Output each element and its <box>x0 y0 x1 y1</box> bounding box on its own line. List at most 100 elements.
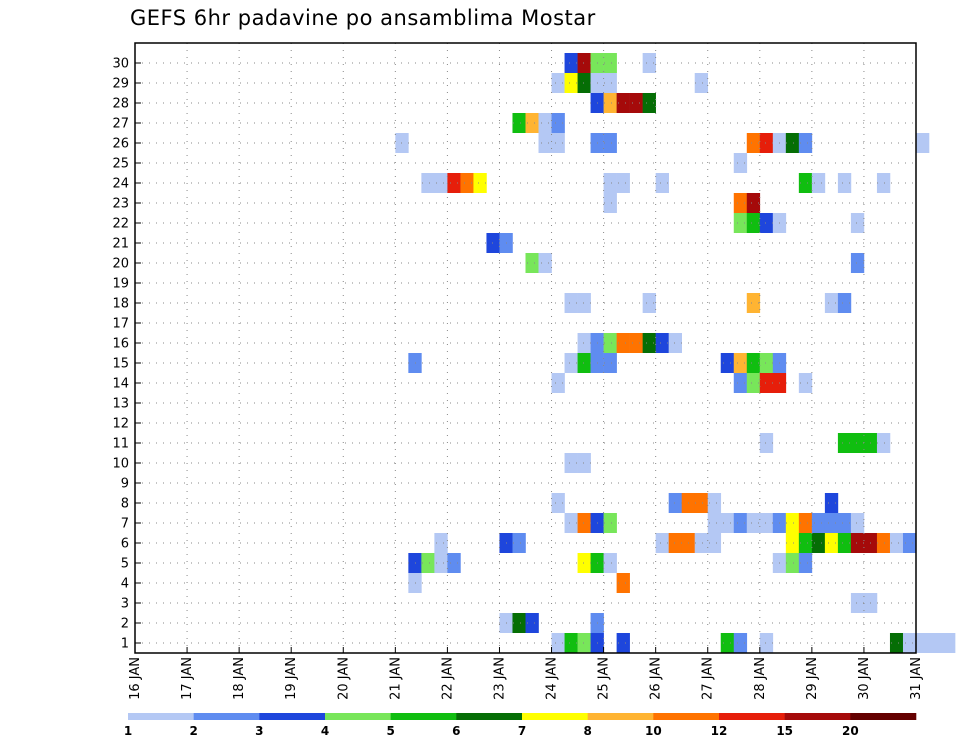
y-tick-label: 26 <box>112 137 129 152</box>
heatmap-cell <box>577 53 591 73</box>
heatmap-cell <box>538 133 552 153</box>
heatmap-cell <box>798 373 813 393</box>
chart-title: GEFS 6hr padavine po ansamblima Mostar <box>130 6 596 30</box>
heatmap-cell <box>824 533 839 553</box>
colorbar-segment <box>128 713 194 720</box>
heatmap-cell <box>655 333 669 353</box>
heatmap-cell <box>486 233 500 253</box>
heatmap-cell <box>668 333 682 353</box>
heatmap-cell <box>720 513 735 533</box>
y-tick-label: 4 <box>121 577 129 592</box>
heatmap-cell <box>603 193 617 213</box>
heatmap-cell <box>551 633 565 653</box>
heatmap-cell <box>785 513 800 533</box>
colorbar-label: 6 <box>452 724 460 738</box>
heatmap-cell <box>824 493 839 513</box>
heatmap-cell <box>876 533 891 553</box>
y-tick-label: 13 <box>112 397 129 412</box>
y-tick-label: 8 <box>121 497 129 512</box>
heatmap-cell <box>916 633 930 653</box>
heatmap-cell <box>421 173 435 193</box>
colorbar-labels: 1 2 3 4 5 6 7 8 10 12 15 20 <box>124 724 859 738</box>
heatmap-cell <box>551 133 565 153</box>
y-tick-label: 18 <box>112 297 129 312</box>
heatmap-cell <box>798 513 813 533</box>
heatmap-cell <box>460 173 474 193</box>
heatmap-cell <box>525 613 539 633</box>
y-tick-label: 23 <box>112 197 129 212</box>
heatmap-cell <box>577 513 591 533</box>
heatmap-cell <box>616 333 630 353</box>
y-tick-label: 20 <box>112 257 129 272</box>
heatmap-cell <box>577 73 591 93</box>
heatmap-cell <box>642 293 656 313</box>
y-tick-label: 28 <box>112 97 129 112</box>
colorbar-segment <box>653 713 720 720</box>
heatmap-cell <box>434 553 448 573</box>
colorbar-label: 3 <box>255 724 263 738</box>
heatmap-cell <box>785 553 800 573</box>
colorbar-label: 12 <box>711 724 728 738</box>
plot-frame <box>134 42 917 654</box>
y-tick-label: 6 <box>121 537 129 552</box>
colorbar-segment <box>522 713 588 720</box>
heatmap-cell <box>577 333 591 353</box>
colorbar-segment <box>456 713 523 720</box>
y-tick-label: 5 <box>121 557 129 572</box>
colorbar-label: 20 <box>842 724 859 738</box>
heatmap-cell <box>603 553 617 573</box>
y-tick-label: 11 <box>112 437 129 452</box>
heatmap-cell <box>551 493 565 513</box>
heatmap-cell <box>707 493 722 513</box>
heatmap-cell <box>694 493 709 513</box>
heatmap-cell <box>434 533 448 553</box>
heatmap-cell <box>616 633 630 653</box>
heatmap-cell <box>629 93 643 113</box>
heatmap-cell <box>564 513 578 533</box>
colorbar-label: 1 <box>124 724 132 738</box>
x-tick-label: 21 JAN <box>388 657 403 700</box>
heatmap-cell <box>694 73 709 93</box>
colorbar <box>128 713 917 720</box>
heatmap-cell <box>512 613 526 633</box>
colorbar-label: 5 <box>386 724 394 738</box>
y-tick-label: 30 <box>112 57 129 72</box>
heatmap-cell <box>512 533 526 553</box>
y-tick-label: 22 <box>112 217 129 232</box>
heatmap-cell <box>603 133 617 153</box>
heatmap-cell <box>785 533 800 553</box>
y-tick-label: 27 <box>112 117 129 132</box>
x-axis-labels: 16 JAN 17 JAN 18 JAN 19 JAN 20 JAN 21 JAN 22 J… <box>128 657 924 700</box>
y-tick-label: 17 <box>112 317 129 332</box>
heatmap-cell <box>759 133 774 153</box>
y-tick-label: 14 <box>112 377 129 392</box>
heatmap-cell <box>538 253 552 273</box>
heatmap-cell <box>733 353 748 373</box>
heatmap-cell <box>564 293 578 313</box>
y-tick-label: 10 <box>112 457 129 472</box>
x-tick-label: 30 JAN <box>857 657 872 700</box>
heatmap-cell <box>837 173 852 193</box>
heatmap-cell <box>564 633 578 653</box>
heatmap-cell <box>694 533 709 553</box>
heatmap-cell <box>824 513 839 533</box>
heatmap-cell <box>916 133 930 153</box>
y-tick-label: 3 <box>121 597 129 612</box>
heatmap-cell <box>447 173 461 193</box>
heatmap-cell <box>746 353 761 373</box>
x-tick-label: 25 JAN <box>597 657 612 700</box>
heatmap-cells <box>395 53 956 653</box>
colorbar-label: 4 <box>321 724 329 738</box>
colorbar-label: 8 <box>583 724 591 738</box>
colorbar-label: 10 <box>645 724 662 738</box>
heatmap-cell <box>564 73 578 93</box>
heatmap-cell <box>785 133 800 153</box>
heatmap-cell <box>525 113 539 133</box>
colorbar-label: 2 <box>189 724 197 738</box>
y-tick-label: 24 <box>112 177 129 192</box>
axis-ticks <box>134 62 917 653</box>
heatmap-cell <box>733 193 748 213</box>
heatmap-cell <box>655 173 669 193</box>
heatmap-cell <box>421 553 435 573</box>
heatmap-cell <box>759 353 774 373</box>
